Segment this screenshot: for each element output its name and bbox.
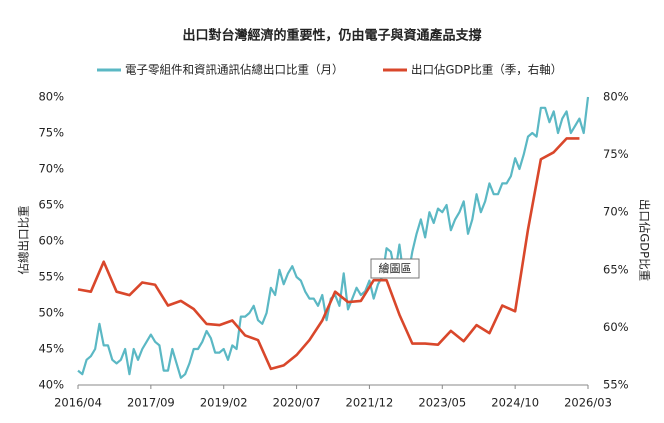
x-tick-label: 2026/03 [564, 396, 612, 410]
series-line [77, 96, 590, 379]
chart-title: 出口對台灣經濟的重要性，仍由電子與資通產品支撐 [182, 28, 481, 44]
y2-tick-label: 80% [603, 90, 629, 104]
y-tick-label: 50% [38, 306, 64, 320]
tooltip-box [370, 258, 420, 279]
x-tick-label: 2024/10 [491, 396, 539, 410]
y-tick-label: 65% [38, 198, 64, 212]
x-tick-label: 2016/04 [54, 396, 102, 410]
series-line [77, 137, 580, 371]
y-tick-label: 40% [38, 378, 64, 392]
x-tick-label: 2023/05 [418, 396, 466, 410]
y-tick-label: 55% [38, 270, 64, 284]
y-tick-label: 80% [38, 90, 64, 104]
legend-label: 出口佔GDP比重（季，右軸） [411, 63, 562, 77]
y-tick-label: 45% [38, 342, 64, 356]
legend-label: 電子零組件和資訊通訊佔總出口比重（月） [125, 63, 344, 77]
x-tick-label: 2017/09 [127, 396, 175, 410]
y2-tick-label: 65% [603, 262, 629, 276]
y2-tick-label: 75% [603, 147, 629, 161]
y2-tick-label: 60% [603, 320, 629, 334]
tooltip-text: 繪圖區 [379, 261, 412, 275]
y-tick-label: 70% [38, 162, 64, 176]
x-tick-label: 2021/12 [346, 396, 394, 410]
y-axis-title: 佔總出口比重 [17, 206, 31, 275]
y2-axis-title: 出口佔GDP比重 [638, 199, 652, 281]
y-tick-label: 75% [38, 126, 64, 140]
y2-tick-label: 70% [603, 205, 629, 219]
x-tick-label: 2020/07 [273, 396, 321, 410]
x-tick-label: 2019/02 [200, 396, 248, 410]
y2-tick-label: 55% [603, 378, 629, 392]
y-tick-label: 60% [38, 234, 64, 248]
